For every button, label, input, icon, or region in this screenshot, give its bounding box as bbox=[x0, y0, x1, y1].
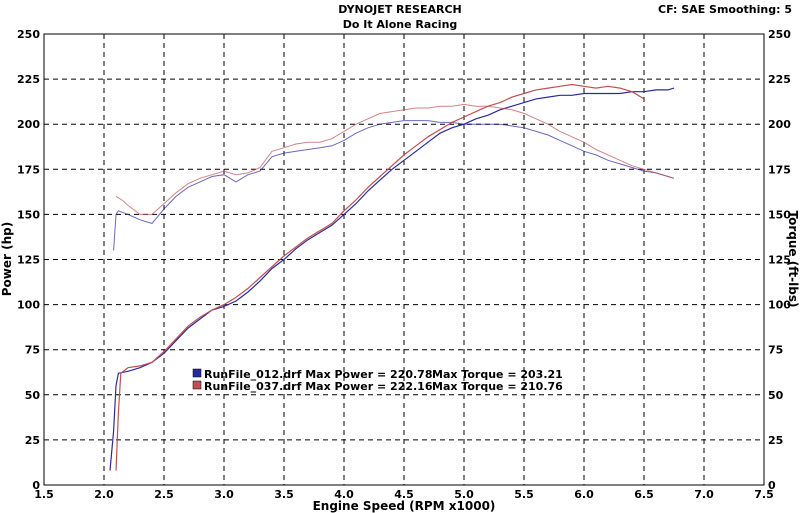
y-axis-left-title: Power (hp) bbox=[0, 222, 14, 296]
power-line-2 bbox=[115, 83, 645, 471]
x-tick-label: 2.0 bbox=[94, 488, 114, 501]
x-tick-label: 5.0 bbox=[454, 488, 474, 501]
y-tick-label-right: 100 bbox=[768, 299, 791, 312]
chart-subtitle: Do It Alone Racing bbox=[343, 18, 458, 31]
legend-swatch bbox=[192, 380, 202, 390]
series-lines bbox=[109, 83, 675, 471]
x-tick-label: 3.5 bbox=[274, 488, 294, 501]
y-tick-label-right: 175 bbox=[768, 163, 791, 176]
tick-labels: 1.5 2.0 2.5 3.0 3.5 4.0 4.5 5.0 5.5 6.0 6.5 7.0 7.50… bbox=[17, 28, 791, 501]
torque-line-1 bbox=[113, 120, 675, 251]
x-tick-label: 6.0 bbox=[574, 488, 594, 501]
y-tick-label-left: 175 bbox=[17, 163, 40, 176]
plot-frame bbox=[43, 33, 765, 486]
x-tick-label: 5.5 bbox=[514, 488, 534, 501]
x-tick-label: 4.0 bbox=[334, 488, 354, 501]
legend-torque-label: Max Torque = 210.76 bbox=[432, 380, 563, 393]
x-tick-label: 7.5 bbox=[754, 488, 774, 501]
y-tick-label-left: 75 bbox=[25, 344, 40, 357]
legend-torque-label: Max Torque = 203.21 bbox=[432, 368, 563, 381]
y-tick-label-left: 250 bbox=[17, 28, 40, 41]
y-tick-label-right: 125 bbox=[768, 254, 791, 267]
y-tick-label-left: 125 bbox=[17, 254, 40, 267]
legend-file-label: RunFile_037.drf Max Power = 222.16 bbox=[204, 380, 433, 393]
x-tick-label: 7.0 bbox=[694, 488, 714, 501]
y-tick-label-right: 50 bbox=[768, 389, 784, 402]
settings-label: CF: SAE Smoothing: 5 bbox=[658, 3, 792, 16]
y-tick-label-left: 25 bbox=[25, 434, 40, 447]
y-tick-label-right: 150 bbox=[768, 208, 791, 221]
chart-title: DYNOJET RESEARCH bbox=[338, 3, 461, 16]
grid bbox=[44, 34, 764, 485]
y-tick-label-left: 50 bbox=[25, 389, 41, 402]
y-tick-label-right: 0 bbox=[768, 479, 776, 492]
x-tick-label: 6.5 bbox=[634, 488, 654, 501]
y-tick-label-left: 200 bbox=[17, 118, 40, 131]
x-tick-label: 4.5 bbox=[394, 488, 414, 501]
y-tick-label-right: 225 bbox=[768, 73, 791, 86]
y-tick-label-left: 100 bbox=[17, 299, 40, 312]
torque-line-2 bbox=[115, 103, 675, 215]
y-axis-right-title: Torque (ft-lbs) bbox=[786, 211, 800, 308]
y-tick-label-left: 225 bbox=[17, 73, 40, 86]
legend: RunFile_012.drf Max Power = 220.78 Max To… bbox=[192, 368, 563, 393]
y-tick-label-left: 0 bbox=[32, 479, 40, 492]
y-tick-label-right: 25 bbox=[768, 434, 783, 447]
y-tick-label-right: 250 bbox=[768, 28, 791, 41]
y-tick-label-right: 200 bbox=[768, 118, 791, 131]
power-line-1 bbox=[109, 87, 675, 471]
legend-file-label: RunFile_012.drf Max Power = 220.78 bbox=[204, 368, 433, 381]
legend-swatch bbox=[192, 368, 202, 378]
y-tick-label-left: 150 bbox=[17, 208, 40, 221]
y-tick-label-right: 75 bbox=[768, 344, 783, 357]
x-tick-label: 3.0 bbox=[214, 488, 234, 501]
x-tick-label: 1.5 bbox=[34, 488, 54, 501]
x-tick-label: 2.5 bbox=[154, 488, 174, 501]
x-axis-title: Engine Speed (RPM x1000) bbox=[313, 499, 496, 513]
